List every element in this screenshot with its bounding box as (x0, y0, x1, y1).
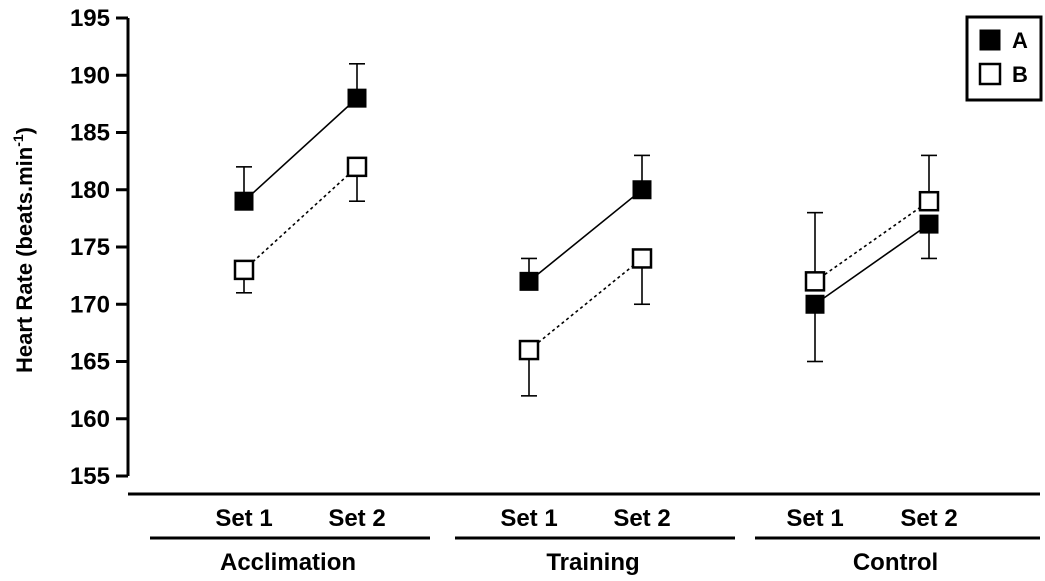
series-line-A (814, 223, 930, 305)
data-point-B (346, 156, 368, 178)
legend: AB (965, 15, 1043, 102)
data-point-A (632, 180, 652, 200)
data-point-B (233, 259, 255, 281)
legend-marker-A (979, 29, 1001, 51)
x-axis: Set 1 Set 2 Acclimation Set 1 Set 2 Training S… (128, 492, 1040, 576)
legend-marker-B (978, 62, 1002, 86)
y-tick-label: 195 (70, 5, 110, 32)
legend-label-A: A (1012, 28, 1028, 53)
y-ticks: 155 160 165 170 175 180 185 190 195 (70, 5, 128, 490)
data-point-A (519, 271, 539, 291)
y-axis-title-close: ) (12, 127, 37, 134)
y-axis: 155 160 165 170 175 180 185 190 195 (70, 5, 130, 490)
legend-items: AB (978, 28, 1028, 87)
y-tick-label: 170 (70, 291, 110, 318)
x-category-label: Set 1 (500, 505, 557, 532)
data-point-B (804, 271, 826, 292)
data-point-A (234, 191, 254, 211)
y-tick-label: 190 (70, 62, 110, 89)
x-category-label: Set 1 (786, 505, 843, 532)
data-point-A (347, 88, 367, 108)
y-axis-title-superscript: -1 (10, 134, 26, 147)
data-point-A (919, 214, 939, 234)
data-point-A (805, 294, 825, 314)
y-axis-title-text: Heart Rate (beats.min (12, 147, 37, 373)
series-line-B (528, 257, 643, 351)
x-category-label: Set 2 (900, 505, 957, 532)
data-point-B (918, 190, 940, 212)
x-group-label: Training (546, 549, 639, 576)
series-line-B (243, 166, 358, 271)
series-line-A (528, 189, 643, 282)
legend-box (965, 15, 1043, 102)
y-tick-label: 165 (70, 349, 110, 376)
plot-area (233, 62, 940, 397)
data-point-B (518, 339, 540, 361)
y-tick-label: 180 (70, 177, 110, 204)
y-tick-label: 185 (70, 120, 110, 147)
x-category-label: Set 2 (613, 505, 670, 532)
y-tick-label: 175 (70, 234, 110, 261)
y-tick-label: 160 (70, 406, 110, 433)
data-point-B (631, 248, 653, 269)
x-category-label: Set 2 (328, 505, 385, 532)
x-labels: Set 1 Set 2 Acclimation Set 1 Set 2 Training S… (150, 505, 1040, 576)
series-line-A (243, 97, 358, 202)
y-axis-title: Heart Rate (beats.min-1) (10, 127, 37, 373)
series-line-B (814, 200, 930, 283)
x-category-label: Set 1 (215, 505, 272, 532)
y-tick-label: 155 (70, 463, 110, 490)
x-group-label: Control (853, 549, 938, 576)
x-group-label: Acclimation (220, 549, 356, 576)
legend-label-B: B (1012, 62, 1028, 87)
